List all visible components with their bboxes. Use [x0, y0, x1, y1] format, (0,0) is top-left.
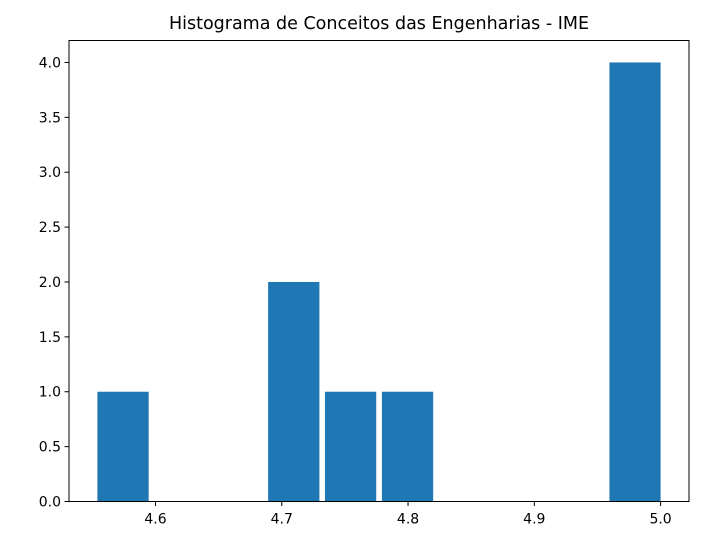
bar-4: [381, 391, 434, 502]
y-tick-label: 4.0: [39, 55, 61, 71]
x-tick-label: 4.8: [397, 512, 419, 528]
y-tick-label: 1.0: [39, 385, 61, 401]
plot-frame: [68, 40, 690, 502]
bar-3: [324, 391, 377, 502]
y-tick-label: 0.5: [39, 440, 61, 456]
bar-2: [268, 281, 320, 502]
bar-1: [97, 391, 149, 502]
y-tick-label: 3.5: [39, 110, 61, 126]
x-tick-label: 5.0: [649, 512, 671, 528]
x-tick-label: 4.7: [271, 512, 293, 528]
x-tick-label: 4.6: [144, 512, 166, 528]
y-tick-label: 2.5: [39, 220, 61, 236]
bar-5: [609, 62, 661, 502]
bars-group: [97, 62, 661, 502]
y-tick-label: 3.0: [39, 165, 61, 181]
y-tick-label: 1.5: [39, 330, 61, 346]
y-tick-label: 2.0: [39, 275, 61, 291]
y-axis-ticks: 0.0 0.5 1.0 1.5 2.0 2.5 3.0 3.5 4.0: [39, 55, 69, 511]
chart-title: Histograma de Conceitos das Engenharias …: [169, 14, 589, 34]
x-axis-ticks: 4.6 4.7 4.8 4.9 5.0: [144, 501, 672, 528]
y-tick-label: 0.0: [39, 495, 61, 511]
x-tick-label: 4.9: [523, 512, 545, 528]
